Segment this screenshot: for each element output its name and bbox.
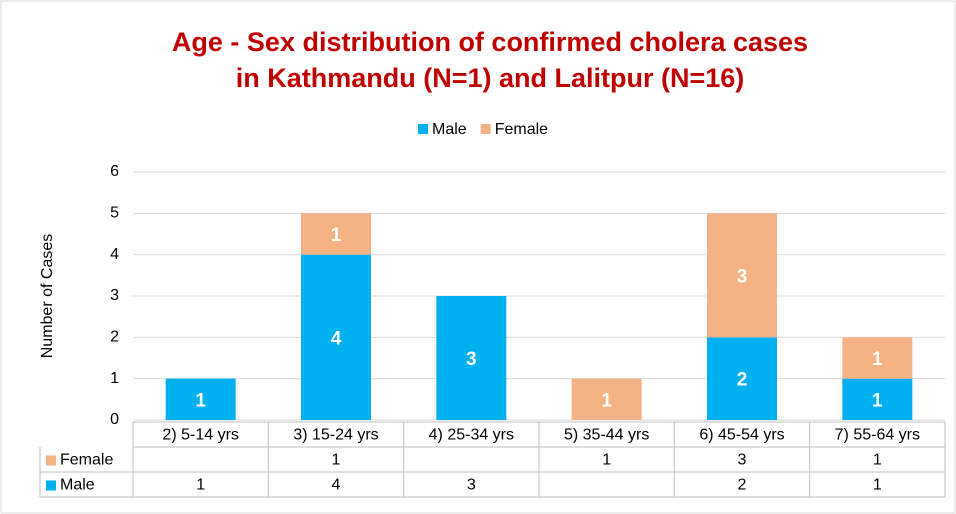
bar-segment xyxy=(707,337,777,420)
legend-label: Male xyxy=(432,121,467,138)
chart-title: Age - Sex distribution of confirmed chol… xyxy=(172,27,808,57)
bar-segment xyxy=(301,254,371,420)
chart-title: in Kathmandu (N=1) and Lalitpur (N=16) xyxy=(236,63,745,93)
x-tick-label: 6) 45-54 yrs xyxy=(699,427,784,444)
data-label: 4 xyxy=(331,328,342,349)
bar-segment xyxy=(707,213,777,338)
y-tick-label: 5 xyxy=(110,205,119,222)
data-label: 2 xyxy=(737,370,748,391)
x-tick-label: 5) 35-44 yrs xyxy=(564,427,649,444)
x-tick-label: 4) 25-34 yrs xyxy=(429,427,514,444)
table-cell: 2 xyxy=(738,477,747,494)
y-tick-label: 4 xyxy=(110,246,119,263)
bar-segment xyxy=(301,213,371,255)
y-tick-label: 1 xyxy=(110,370,119,387)
data-label: 1 xyxy=(195,390,206,411)
y-axis-label: Number of Cases xyxy=(39,234,56,359)
x-tick-label: 7) 55-64 yrs xyxy=(835,427,920,444)
table-cell: 1 xyxy=(602,452,611,469)
legend-swatch xyxy=(418,124,428,134)
table-cell: 4 xyxy=(332,477,341,494)
data-label: 1 xyxy=(872,390,883,411)
y-tick-label: 6 xyxy=(110,163,119,180)
table-cell: 1 xyxy=(196,477,205,494)
table-cell: 1 xyxy=(873,452,882,469)
data-label: 1 xyxy=(872,349,883,370)
legend-swatch xyxy=(480,124,491,134)
bar-segment xyxy=(436,296,507,420)
x-tick-label: 3) 15-24 yrs xyxy=(293,427,378,444)
legend-label: Female xyxy=(495,121,548,138)
table-legend-swatch xyxy=(46,455,56,466)
table-cell: 3 xyxy=(738,452,747,469)
table-cell: 3 xyxy=(467,477,476,494)
bar-segment xyxy=(842,378,913,420)
data-label: 3 xyxy=(466,349,477,370)
data-label: 3 xyxy=(737,266,748,287)
table-legend-swatch xyxy=(46,480,56,491)
y-tick-label: 2 xyxy=(110,329,119,346)
table-row-label: Male xyxy=(60,477,95,494)
table-row-label: Female xyxy=(60,452,113,469)
data-label: 1 xyxy=(601,390,612,411)
bar-segment xyxy=(165,378,236,420)
table-cell: 1 xyxy=(332,452,341,469)
bar-segment xyxy=(571,378,642,420)
table-cell: 1 xyxy=(873,477,882,494)
bar-segment xyxy=(842,337,913,379)
x-tick-label: 2) 5-14 yrs xyxy=(162,427,238,444)
y-tick-label: 0 xyxy=(110,411,119,428)
data-label: 1 xyxy=(331,225,342,246)
y-tick-label: 3 xyxy=(110,287,119,304)
